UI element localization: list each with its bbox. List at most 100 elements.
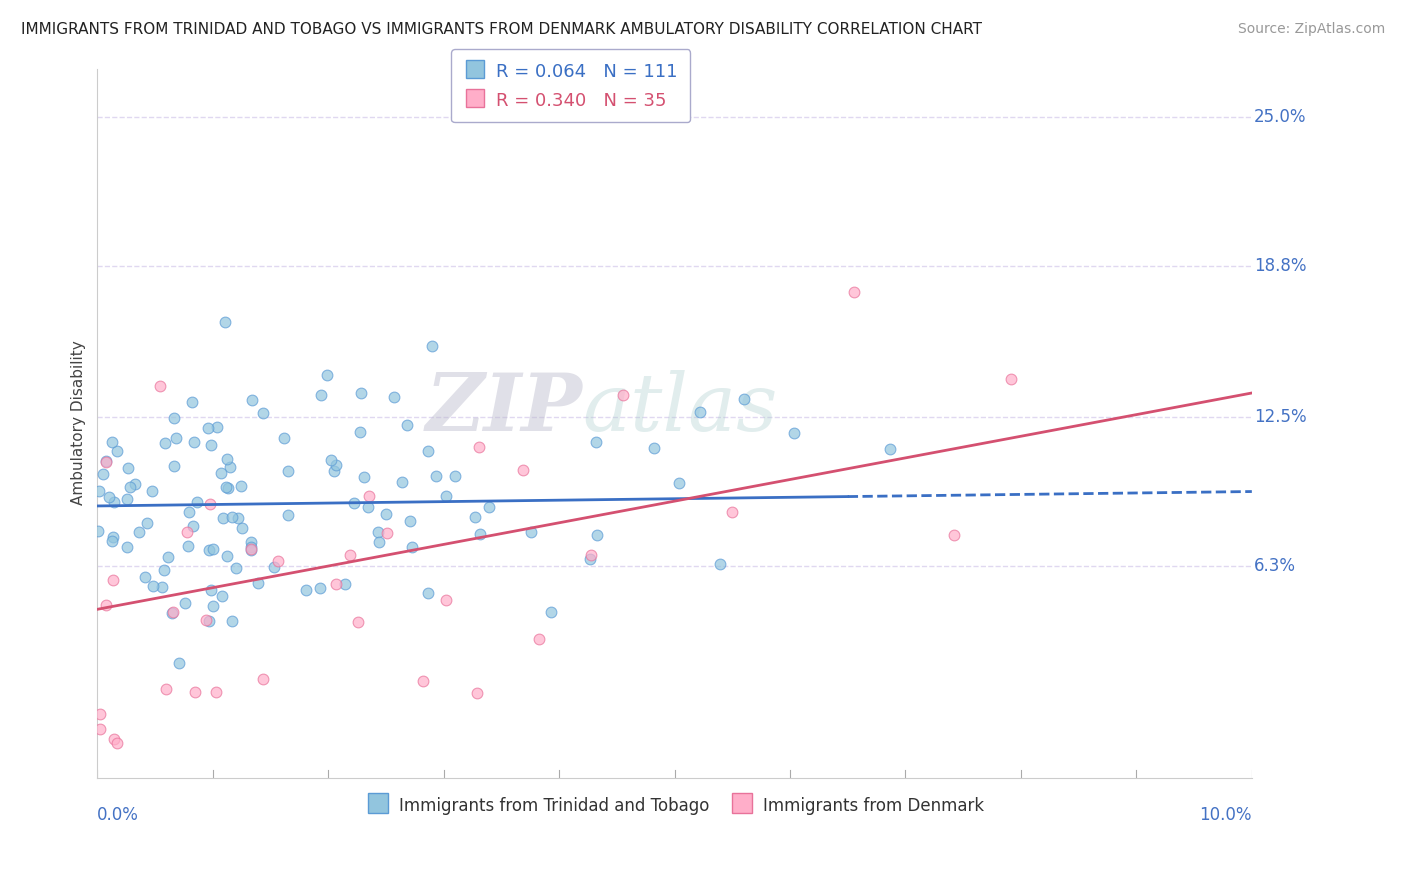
Text: 10.0%: 10.0% [1199, 806, 1251, 824]
Point [333, 577, 356, 591]
Point [1000, 372, 1022, 386]
Point [689, 405, 711, 419]
Point [194, 613, 217, 627]
Point [527, 632, 550, 646]
Point [612, 388, 634, 402]
Point [201, 599, 224, 614]
Point [165, 431, 187, 445]
Point [349, 425, 371, 439]
Point [444, 468, 467, 483]
Point [420, 339, 443, 353]
Point [153, 563, 176, 577]
Point [374, 508, 396, 522]
Point [357, 500, 380, 514]
Text: ZIP: ZIP [426, 370, 582, 448]
Point [347, 615, 370, 629]
Text: Source: ZipAtlas.com: Source: ZipAtlas.com [1237, 22, 1385, 37]
Point [412, 674, 434, 689]
Point [367, 534, 389, 549]
Point [231, 478, 253, 492]
Point [186, 495, 208, 509]
Point [325, 458, 347, 473]
Point [464, 510, 486, 524]
Point [142, 579, 165, 593]
Point [214, 315, 236, 329]
Point [179, 505, 201, 519]
Point [585, 434, 607, 449]
Y-axis label: Ambulatory Disability: Ambulatory Disability [72, 341, 86, 506]
Point [103, 494, 125, 508]
Point [200, 438, 222, 452]
Point [156, 550, 179, 565]
Point [107, 443, 129, 458]
Point [177, 539, 200, 553]
Point [316, 368, 339, 382]
Point [425, 469, 447, 483]
Point [309, 581, 332, 595]
Point [357, 489, 380, 503]
Point [240, 535, 263, 549]
Point [401, 540, 423, 554]
Point [117, 461, 139, 475]
Point [120, 480, 142, 494]
Point [128, 525, 150, 540]
Point [325, 577, 347, 591]
Text: IMMIGRANTS FROM TRINIDAD AND TOBAGO VS IMMIGRANTS FROM DENMARK AMBULATORY DISABI: IMMIGRANTS FROM TRINIDAD AND TOBAGO VS I… [21, 22, 981, 37]
Point [309, 388, 332, 402]
Point [252, 672, 274, 686]
Point [842, 285, 865, 299]
Point [163, 459, 186, 474]
Point [519, 524, 541, 539]
Point [183, 519, 205, 533]
Point [733, 392, 755, 406]
Point [247, 576, 270, 591]
Point [100, 533, 122, 548]
Point [721, 505, 744, 519]
Point [434, 592, 457, 607]
Point [239, 542, 262, 557]
Point [150, 580, 173, 594]
Point [155, 681, 177, 696]
Point [277, 508, 299, 523]
Point [173, 596, 195, 610]
Point [115, 491, 138, 506]
Point [295, 583, 318, 598]
Point [176, 525, 198, 540]
Point [943, 528, 966, 542]
Point [207, 419, 229, 434]
Point [211, 510, 233, 524]
Point [353, 470, 375, 484]
Point [184, 685, 207, 699]
Point [149, 378, 172, 392]
Point [101, 530, 124, 544]
Text: 18.8%: 18.8% [1254, 257, 1306, 275]
Text: 6.3%: 6.3% [1254, 557, 1296, 575]
Point [709, 557, 731, 571]
Point [375, 525, 398, 540]
Point [540, 606, 562, 620]
Point [215, 549, 238, 564]
Point [231, 520, 253, 534]
Point [396, 418, 419, 433]
Point [267, 553, 290, 567]
Point [167, 656, 190, 670]
Point [221, 614, 243, 628]
Point [273, 431, 295, 445]
Point [418, 586, 440, 600]
Point [391, 475, 413, 490]
Point [468, 527, 491, 541]
Point [94, 453, 117, 467]
Point [581, 549, 603, 563]
Point [319, 453, 342, 467]
Point [263, 559, 285, 574]
Point [141, 483, 163, 498]
Point [217, 481, 239, 495]
Point [468, 440, 491, 454]
Point [197, 542, 219, 557]
Point [91, 467, 114, 481]
Point [162, 606, 184, 620]
Point [198, 497, 221, 511]
Point [202, 542, 225, 557]
Point [240, 392, 263, 407]
Point [160, 606, 183, 620]
